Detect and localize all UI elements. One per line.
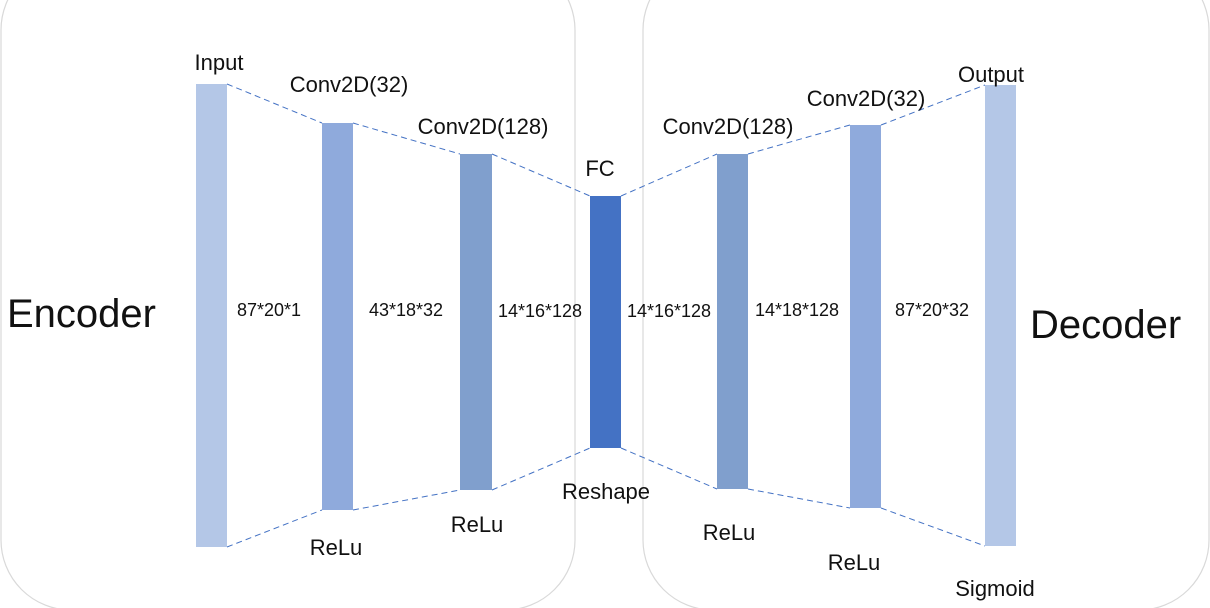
decoder-conv128-label: Conv2D(128): [662, 114, 794, 139]
decoder-conv32-bar: [850, 125, 881, 508]
encoder-conv32-activation: ReLu: [309, 535, 363, 560]
dims-input: 87*20*1: [236, 300, 302, 320]
decoder-conv128-activation: ReLu: [702, 520, 756, 545]
encoder-conv128-label: Conv2D(128): [417, 114, 549, 139]
dims-fc-out: 14*16*128: [626, 301, 712, 321]
output-label: Output: [957, 62, 1025, 87]
dims-encoder-conv128: 14*16*128: [497, 301, 583, 321]
reshape-label: Reshape: [561, 479, 651, 504]
decoder-panel: [642, 0, 1210, 608]
fc-label: FC: [585, 156, 615, 181]
encoder-conv128-activation: ReLu: [450, 512, 504, 537]
input-layer-bar: [196, 84, 227, 547]
decoder-conv32-label: Conv2D(32): [806, 86, 926, 111]
encoder-conv32-label: Conv2D(32): [289, 72, 409, 97]
encoder-title: Encoder: [7, 292, 156, 336]
encoder-conv128-bar: [460, 154, 492, 490]
encoder-conv32-bar: [322, 123, 353, 510]
encoder-panel: [0, 0, 576, 608]
decoder-conv32-activation: ReLu: [827, 550, 881, 575]
decoder-title: Decoder: [1030, 303, 1182, 347]
sigmoid-label: Sigmoid: [955, 576, 1035, 601]
fc-layer-bar: [590, 196, 621, 448]
output-layer-bar: [985, 85, 1016, 546]
dims-decoder-conv128: 14*18*128: [754, 300, 840, 320]
connector-lines: [226, 83, 986, 548]
decoder-conv128-bar: [717, 154, 748, 489]
dims-decoder-conv32: 87*20*32: [894, 300, 970, 320]
dims-encoder-conv32: 43*18*32: [368, 300, 444, 320]
input-label: Input: [194, 50, 244, 75]
